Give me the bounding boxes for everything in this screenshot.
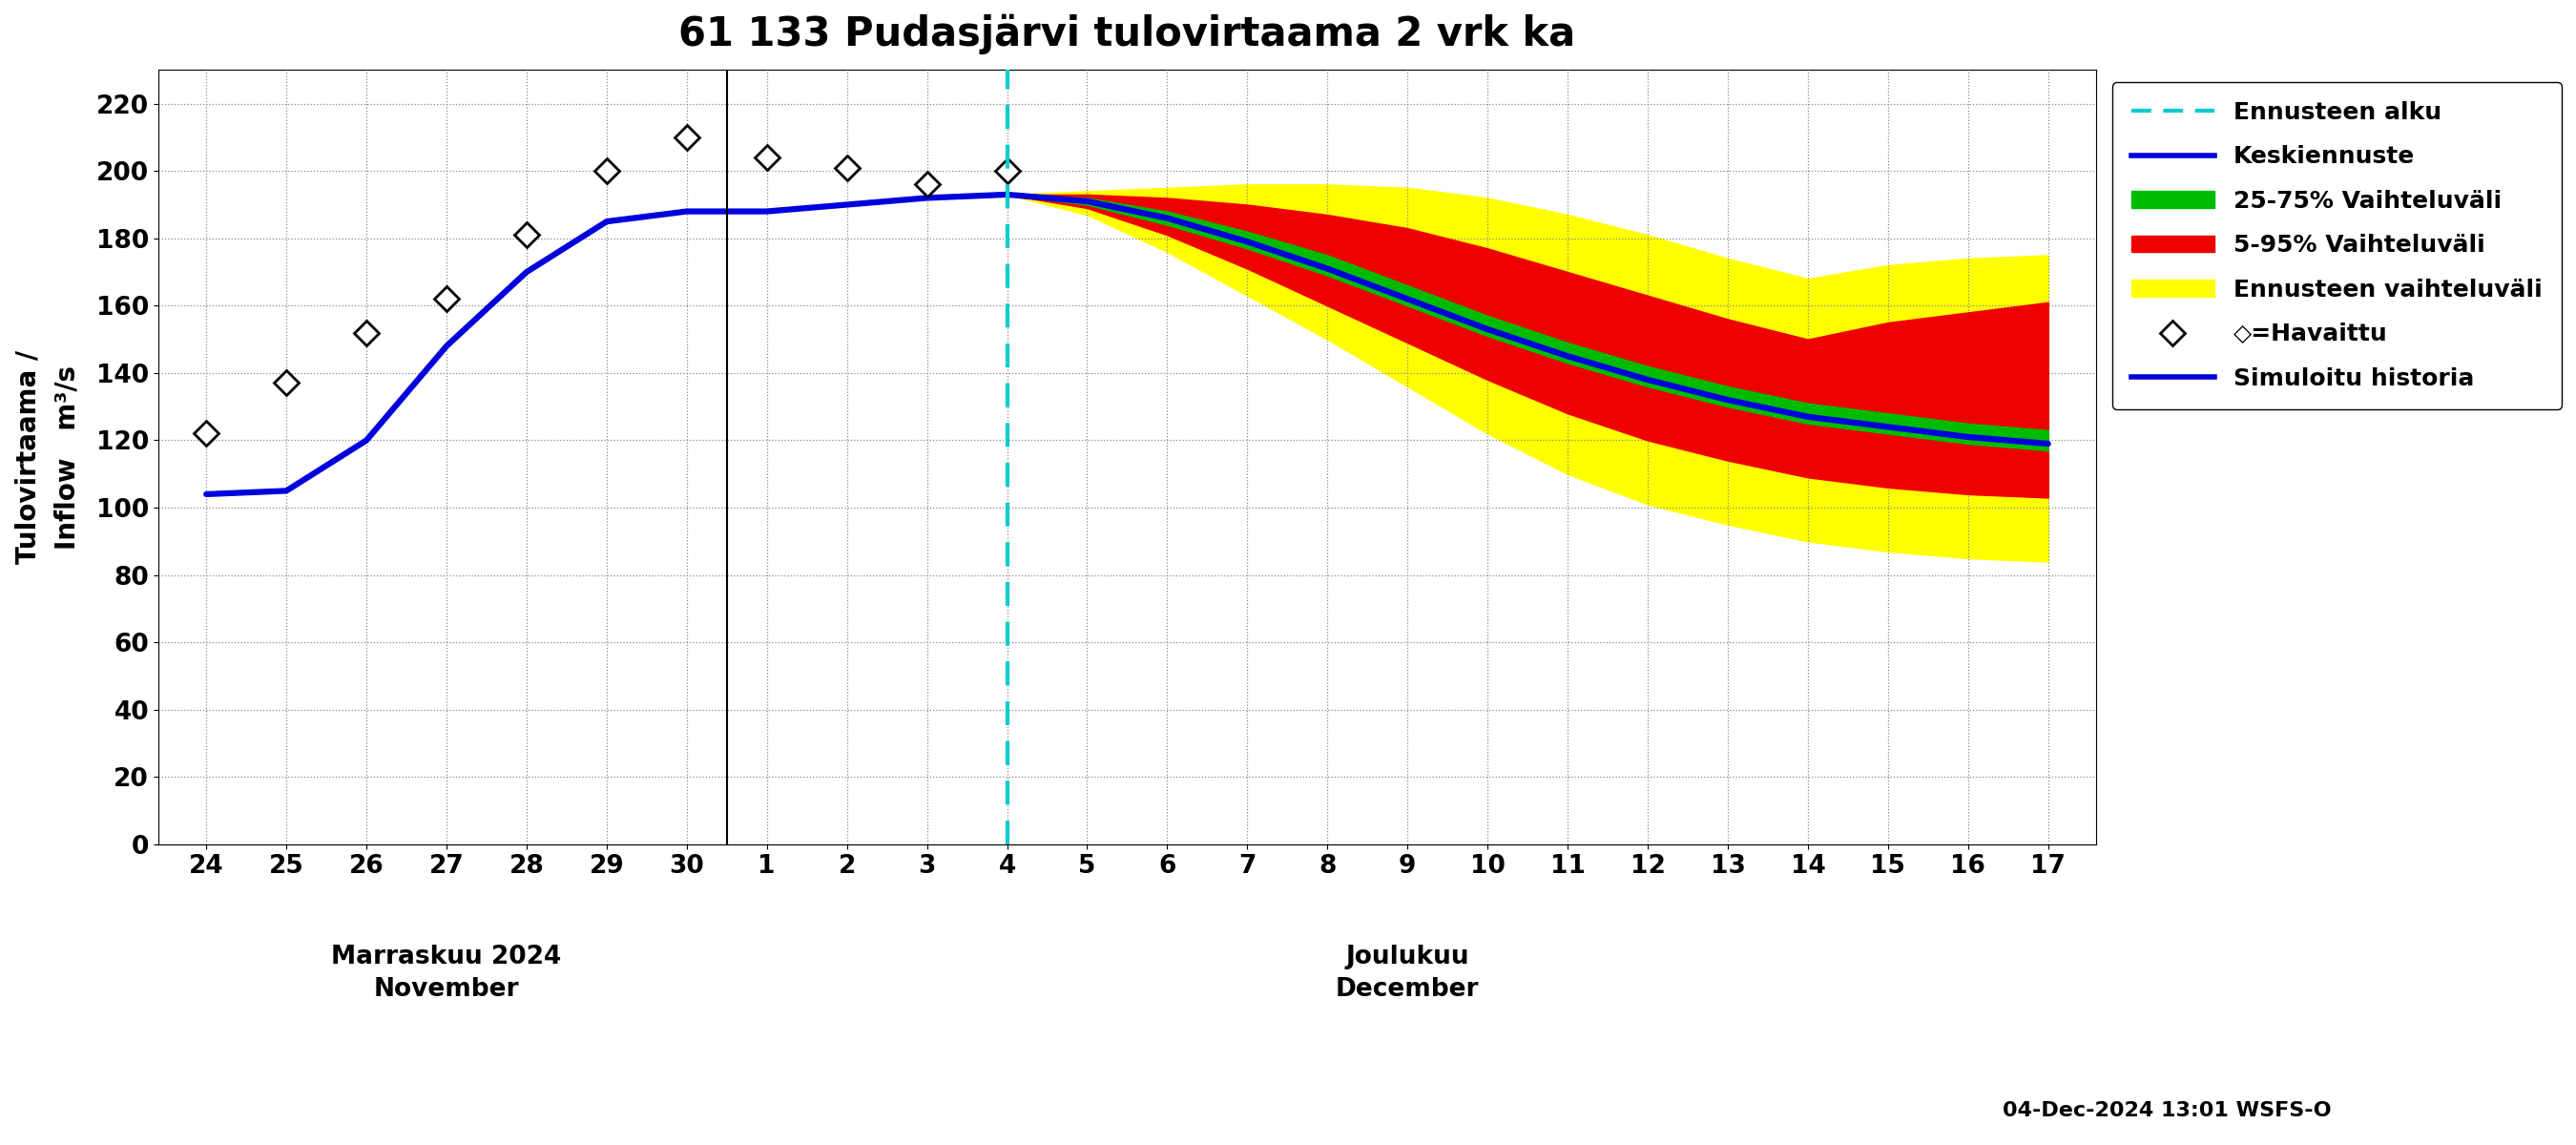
Title: 61 133 Pudasjärvi tulovirtaama 2 vrk ka: 61 133 Pudasjärvi tulovirtaama 2 vrk ka (677, 14, 1577, 55)
Legend: Ennusteen alku, Keskiennuste, 25-75% Vaihteluväli, 5-95% Vaihteluväli, Ennusteen: Ennusteen alku, Keskiennuste, 25-75% Vai… (2112, 82, 2561, 409)
Text: 04-Dec-2024 13:01 WSFS-O: 04-Dec-2024 13:01 WSFS-O (2002, 1100, 2331, 1120)
Text: Marraskuu 2024
November: Marraskuu 2024 November (332, 945, 562, 1002)
Text: Joulukuu
December: Joulukuu December (1337, 945, 1479, 1002)
Y-axis label: Tulovirtaama /
Inflow   m³/s: Tulovirtaama / Inflow m³/s (15, 350, 80, 564)
